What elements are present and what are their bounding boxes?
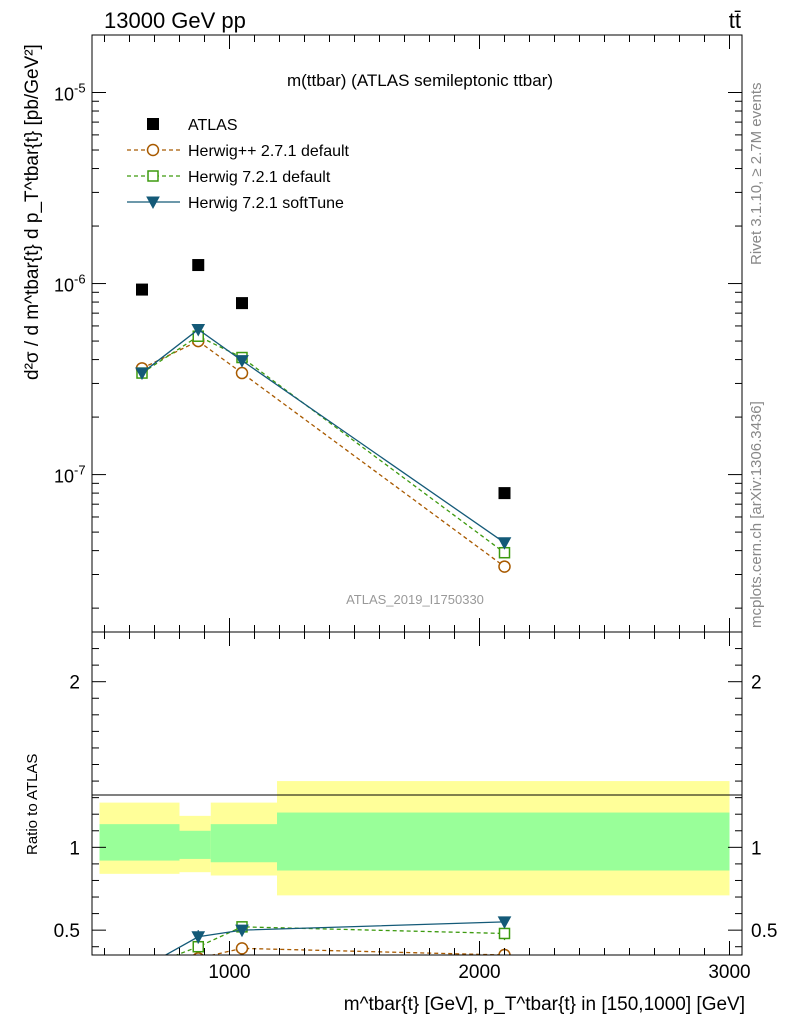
data-point [235,366,249,380]
ratio-point [497,916,512,929]
legend-marker [147,118,159,130]
legend-marker [146,143,160,157]
ratio-line [209,947,505,955]
data-point [235,355,249,368]
ratio-y-tick-label: 0.5 [54,921,80,942]
ratio-line [174,926,505,955]
x-tick-label: 2000 [458,962,500,983]
ratio-line [164,921,505,955]
data-point [135,367,149,381]
ratio-frame [91,631,743,956]
ratio-y-tick-label: 0.5 [751,921,777,942]
data-point [236,297,248,310]
series-atlas [136,259,511,500]
ratio-point [235,942,249,955]
data-point [136,283,148,296]
ratio-y-tick-label: 1 [69,838,80,859]
main-panel: m(ttbar) (ATLAS semileptonic ttbar) ATLA… [22,34,743,633]
legend-label: Herwig 7.2.1 default [188,169,331,186]
ratio-point [235,924,249,938]
watermark: ATLAS_2019_I1750330 [346,592,484,607]
series-line [141,335,505,554]
ratio-series-herwig-7-2-1-default [137,921,511,973]
y-tick-label: 10-5 [54,81,86,105]
rivet-label: Rivet 3.1.10, ≥ 2.7M events [748,83,765,266]
ratio-y-label: Ratio to ATLAS [24,754,41,855]
ratio-band-inner [99,824,180,861]
ratio-point [498,927,511,940]
ratio-band-inner [179,830,211,859]
x-tick-label: 3000 [708,962,750,983]
x-axis-label: m^tbar{t} [GeV], p_T^tbar{t} in [150,100… [344,994,745,1015]
series-line [141,328,505,544]
y-tick-label: 10-6 [54,272,86,296]
ratio-band-inner [277,812,730,871]
legend-label: Herwig++ 2.7.1 default [188,143,350,160]
mcplots-label: mcplots.cern.ch [arXiv:1306.3436] [748,401,765,628]
legend-marker [146,196,160,210]
ratio-y-tick-label: 1 [751,838,762,859]
ratio-point [137,961,148,972]
data-point [192,259,205,272]
legend-label: ATLAS [188,117,238,134]
legend: ATLAS Herwig++ 2.7.1 default Herwig 7.2.1 … [127,117,350,212]
ratio-series-herwig-7-2-1-softtune [136,916,512,974]
data-point [191,323,206,337]
header-right: tt̄ [729,8,741,33]
ratio-y-tick-label: 2 [751,673,762,694]
ratio-point [192,952,204,955]
ratio-point [137,963,147,973]
ratio-point [136,963,148,974]
y-tick-label: 10-7 [54,463,86,487]
series-line [141,340,505,568]
ratio-y-tick-label: 2 [69,673,80,694]
header-left: 13000 GeV pp [104,8,246,33]
data-point [498,487,511,500]
series-herwig-7-2-1-softtune [135,323,512,550]
ratio-band-inner [210,824,277,863]
ratio-panel: Ratio to ATLAS 0.5 0.5 1 1 2 2 [24,631,777,974]
data-point [498,560,511,573]
x-tick-label: 1000 [208,962,250,983]
series-herwig-2-7-1-default [135,334,511,573]
series-herwig-7-2-1-default [136,330,511,559]
legend-marker [147,170,159,182]
ratio-point [191,931,206,944]
legend-label: Herwig 7.2.1 softTune [188,195,344,212]
data-point [497,537,512,550]
y-axis-label: d²σ / d m^tbar{t} d p_T^tbar{t} [pb/GeV²… [22,44,43,380]
main-title: m(ttbar) (ATLAS semileptonic ttbar) [287,71,553,90]
